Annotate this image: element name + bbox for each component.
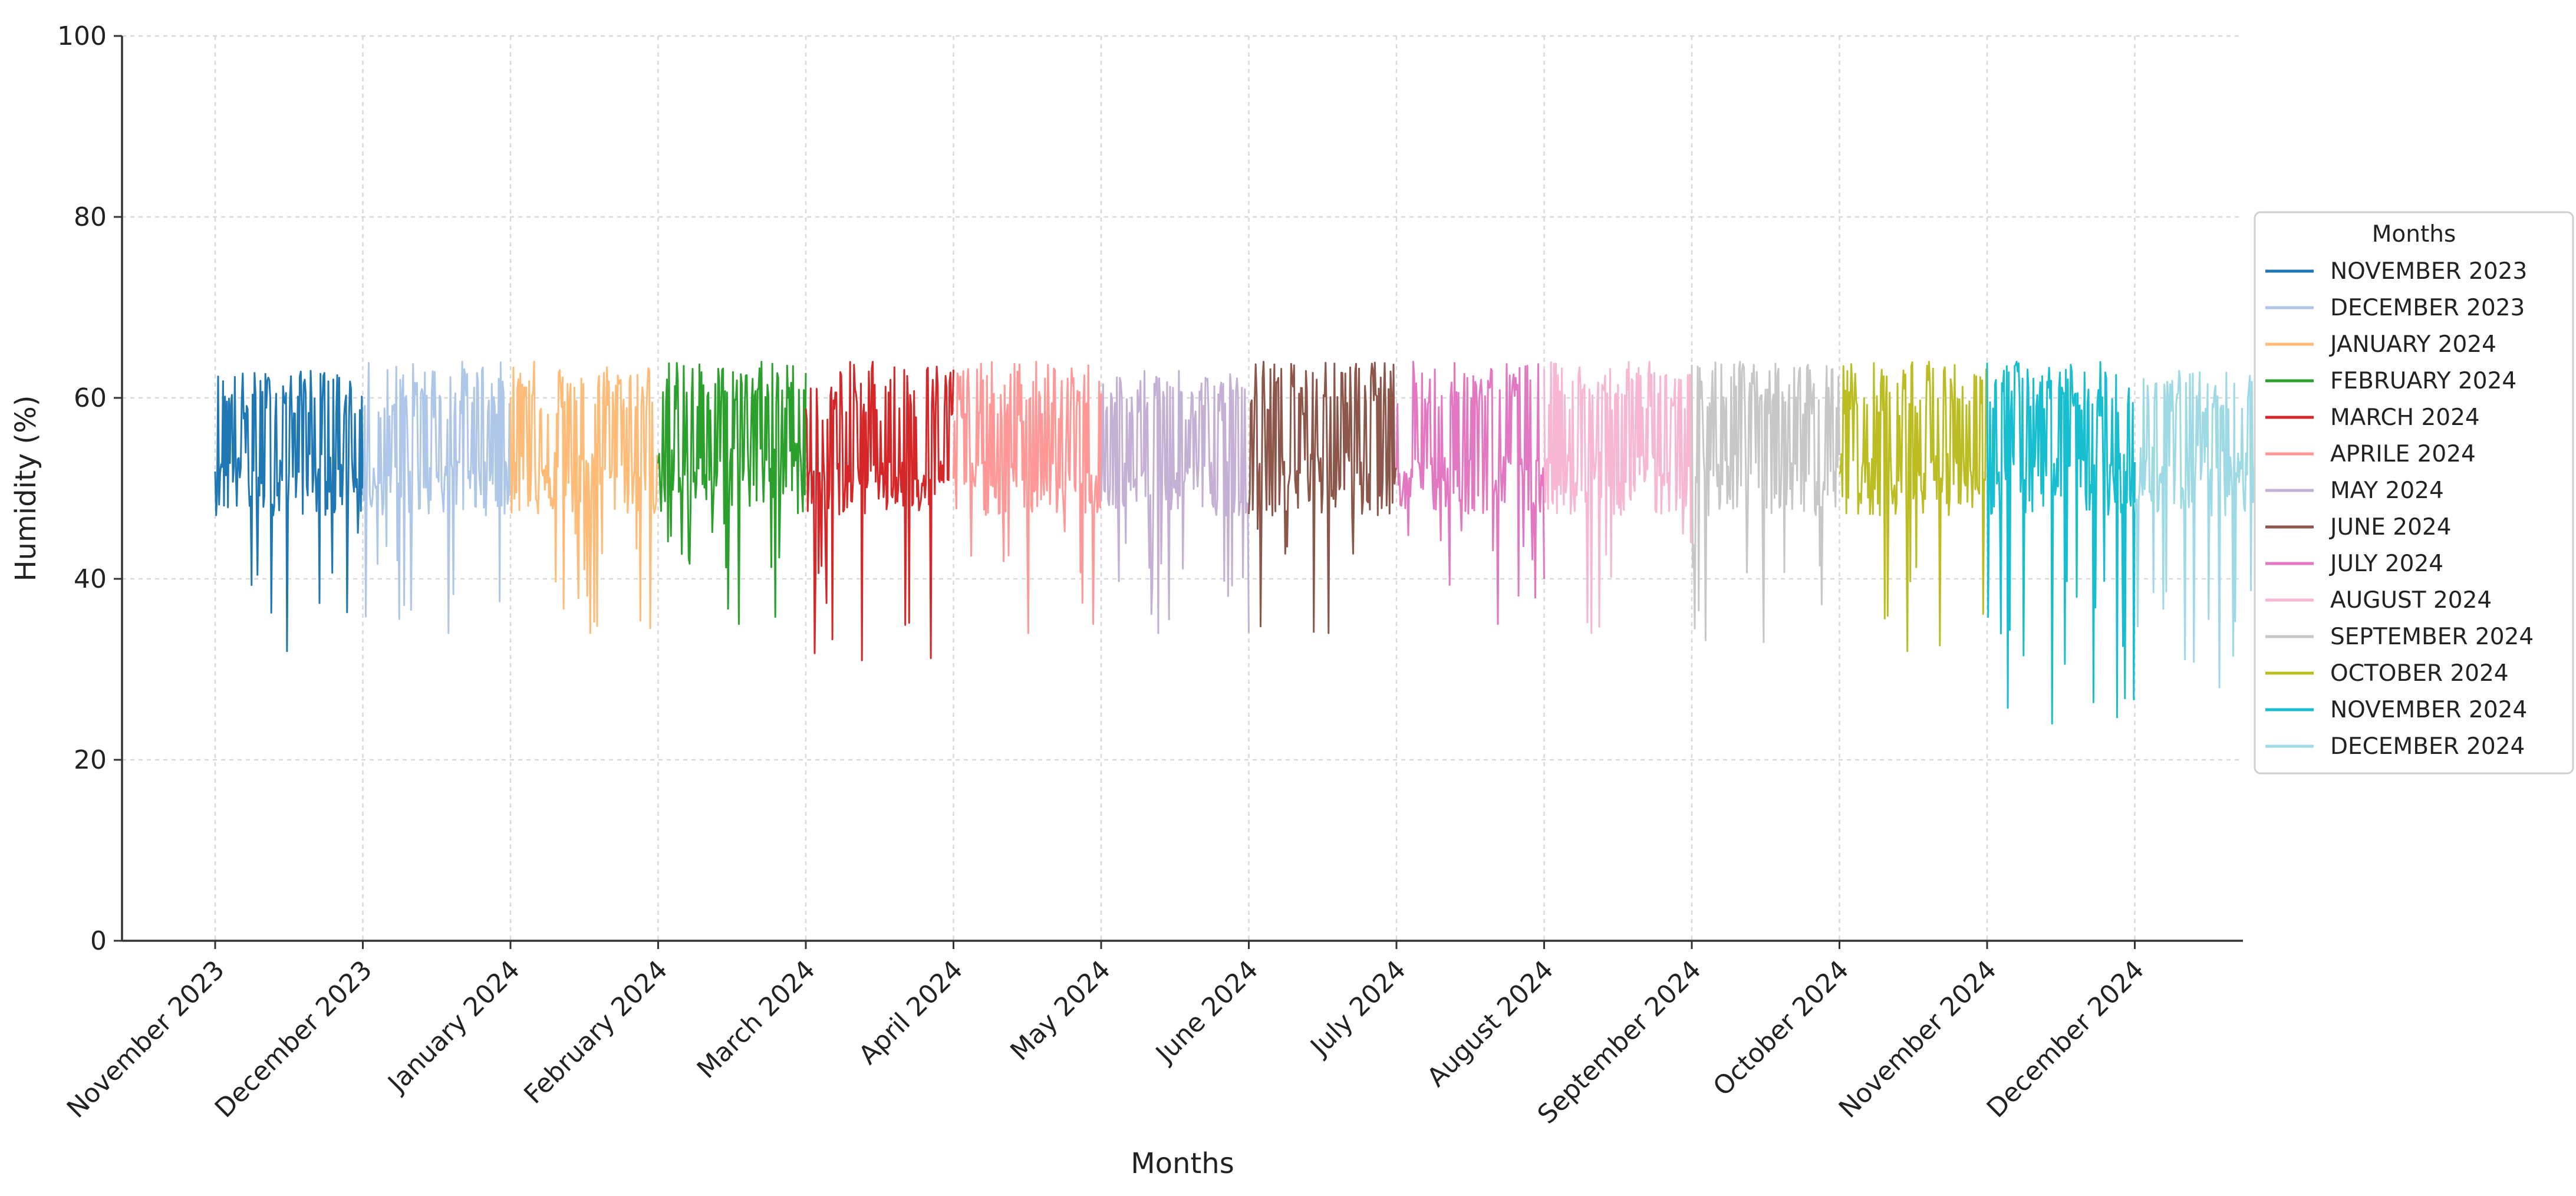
- y-tick-label: 40: [74, 564, 107, 594]
- series-line: [1248, 361, 1398, 634]
- legend-label: NOVEMBER 2024: [2330, 697, 2527, 723]
- series-line: [1691, 361, 1840, 643]
- legend-label: MARCH 2024: [2330, 404, 2480, 431]
- axes: [114, 35, 2243, 949]
- legend-label: SEPTEMBER 2024: [2330, 624, 2534, 650]
- y-tick-label: 80: [74, 202, 107, 232]
- legend-label: JUNE 2024: [2328, 514, 2452, 541]
- legend-label: OCTOBER 2024: [2330, 660, 2509, 687]
- series-line: [214, 370, 364, 653]
- legend-label: DECEMBER 2024: [2330, 733, 2525, 760]
- legend: Months NOVEMBER 2023 DECEMBER 2023 JANUARY…: [2254, 211, 2574, 775]
- legend-label: DECEMBER 2023: [2330, 295, 2525, 321]
- y-tick-label: 60: [74, 383, 107, 413]
- legend-label: MAY 2024: [2330, 477, 2444, 504]
- legend-label: JANUARY 2024: [2328, 331, 2496, 358]
- y-axis-title: Humidity (%): [9, 396, 42, 582]
- grid: [122, 35, 2243, 941]
- y-tick-label: 0: [90, 926, 107, 956]
- series-line: [509, 361, 659, 634]
- legend-box: [2254, 211, 2574, 775]
- legend-label: AUGUST 2024: [2330, 587, 2492, 614]
- legend-label: JULY 2024: [2328, 551, 2443, 577]
- series-line: [1543, 361, 1693, 634]
- series-line: [1839, 361, 1988, 653]
- legend-label: FEBRUARY 2024: [2330, 368, 2516, 394]
- x-axis-title: Months: [1131, 1147, 1234, 1180]
- legend-title: Months: [2372, 221, 2456, 248]
- series-lines: [214, 361, 2284, 725]
- series-line: [805, 361, 954, 661]
- y-tick-label: 20: [74, 745, 107, 775]
- series-line: [1986, 361, 2136, 725]
- y-tick-label: 100: [57, 21, 107, 51]
- legend-label: NOVEMBER 2023: [2330, 258, 2527, 285]
- series-line: [1395, 361, 1545, 625]
- series-line: [362, 361, 512, 634]
- series-line: [657, 361, 807, 625]
- series-line: [953, 361, 1102, 634]
- series-line: [1100, 370, 1250, 634]
- legend-label: APRILE 2024: [2330, 441, 2476, 467]
